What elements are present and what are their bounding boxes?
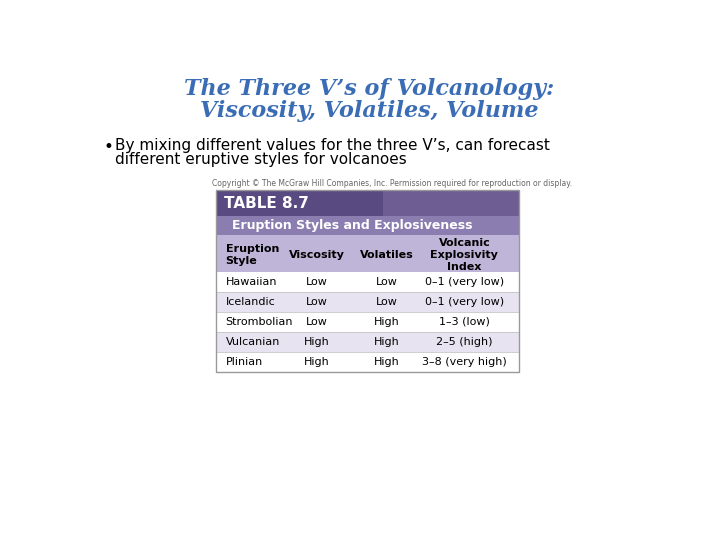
Text: 0–1 (very low): 0–1 (very low) bbox=[425, 277, 504, 287]
Text: Hawaiian: Hawaiian bbox=[225, 277, 277, 287]
Text: Low: Low bbox=[306, 277, 328, 287]
Text: Eruption
Style: Eruption Style bbox=[225, 244, 279, 266]
Text: Volatiles: Volatiles bbox=[360, 250, 414, 260]
Text: High: High bbox=[374, 357, 400, 367]
FancyBboxPatch shape bbox=[216, 332, 518, 352]
Text: High: High bbox=[305, 337, 330, 347]
FancyBboxPatch shape bbox=[216, 235, 518, 272]
Text: The Three V’s of Volcanology:: The Three V’s of Volcanology: bbox=[184, 78, 554, 100]
Text: 2–5 (high): 2–5 (high) bbox=[436, 337, 492, 347]
FancyBboxPatch shape bbox=[216, 272, 518, 292]
Text: Vulcanian: Vulcanian bbox=[225, 337, 280, 347]
FancyBboxPatch shape bbox=[216, 217, 518, 235]
Text: By mixing different values for the three V’s, can forecast: By mixing different values for the three… bbox=[114, 138, 549, 153]
Text: High: High bbox=[305, 357, 330, 367]
FancyBboxPatch shape bbox=[216, 292, 518, 312]
Text: Low: Low bbox=[306, 317, 328, 327]
FancyBboxPatch shape bbox=[216, 312, 518, 332]
Text: Icelandic: Icelandic bbox=[225, 297, 275, 307]
Text: 1–3 (low): 1–3 (low) bbox=[439, 317, 490, 327]
Text: Viscosity: Viscosity bbox=[289, 250, 345, 260]
Text: Copyright © The McGraw Hill Companies, Inc. Permission required for reproduction: Copyright © The McGraw Hill Companies, I… bbox=[212, 179, 572, 188]
Text: Volcanic
Explosivity
Index: Volcanic Explosivity Index bbox=[431, 238, 498, 272]
Text: 3–8 (very high): 3–8 (very high) bbox=[422, 357, 507, 367]
FancyBboxPatch shape bbox=[216, 352, 518, 372]
Text: Strombolian: Strombolian bbox=[225, 317, 293, 327]
FancyBboxPatch shape bbox=[216, 190, 518, 217]
Text: High: High bbox=[374, 337, 400, 347]
Text: TABLE 8.7: TABLE 8.7 bbox=[224, 195, 309, 211]
Text: Plinian: Plinian bbox=[225, 357, 263, 367]
Text: 0–1 (very low): 0–1 (very low) bbox=[425, 297, 504, 307]
Text: Viscosity, Volatiles, Volume: Viscosity, Volatiles, Volume bbox=[199, 100, 539, 122]
Text: High: High bbox=[374, 317, 400, 327]
FancyBboxPatch shape bbox=[382, 190, 518, 217]
Text: different eruptive styles for volcanoes: different eruptive styles for volcanoes bbox=[114, 152, 407, 167]
Text: •: • bbox=[104, 138, 114, 156]
Text: Low: Low bbox=[376, 277, 397, 287]
Text: Low: Low bbox=[306, 297, 328, 307]
Text: Eruption Styles and Explosiveness: Eruption Styles and Explosiveness bbox=[232, 219, 472, 232]
Text: Low: Low bbox=[376, 297, 397, 307]
